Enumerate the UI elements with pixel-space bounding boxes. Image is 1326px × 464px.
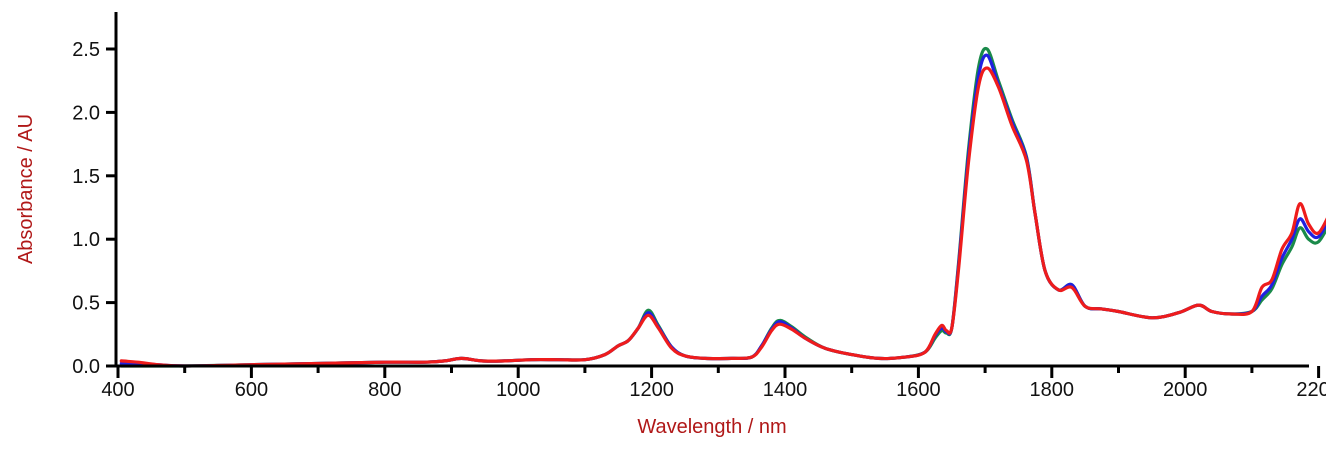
y-tick-label: 1.0 [72, 229, 100, 251]
y-tick-label: 2.5 [72, 39, 100, 61]
x-tick-label: 400 [101, 379, 134, 401]
y-tick-label: 1.5 [72, 166, 100, 188]
x-tick-label: 600 [235, 379, 268, 401]
x-axis-title: Wavelength / nm [637, 416, 786, 438]
series-line-3 [119, 66, 1326, 368]
y-tick-label: 2.0 [72, 102, 100, 124]
y-tick-label: 0.5 [72, 293, 100, 315]
series-line-2 [119, 53, 1326, 368]
axes [114, 12, 1309, 368]
y-ticks: 0.0 0.5 1.0 1.5 2.0 2.5 [72, 39, 116, 378]
x-tick-label: 1400 [763, 379, 808, 401]
y-tick-label: 0.0 [72, 356, 100, 378]
x-tick-label: 2000 [1163, 379, 1208, 401]
x-tick-label: 1600 [896, 379, 941, 401]
y-axis-title: Absorbance / AU [15, 114, 37, 264]
plot-area [119, 46, 1326, 368]
x-tick-label: 1000 [496, 379, 541, 401]
x-tick-label: 1200 [629, 379, 674, 401]
x-tick-label: 1800 [1030, 379, 1075, 401]
x-tick-label: 800 [368, 379, 401, 401]
